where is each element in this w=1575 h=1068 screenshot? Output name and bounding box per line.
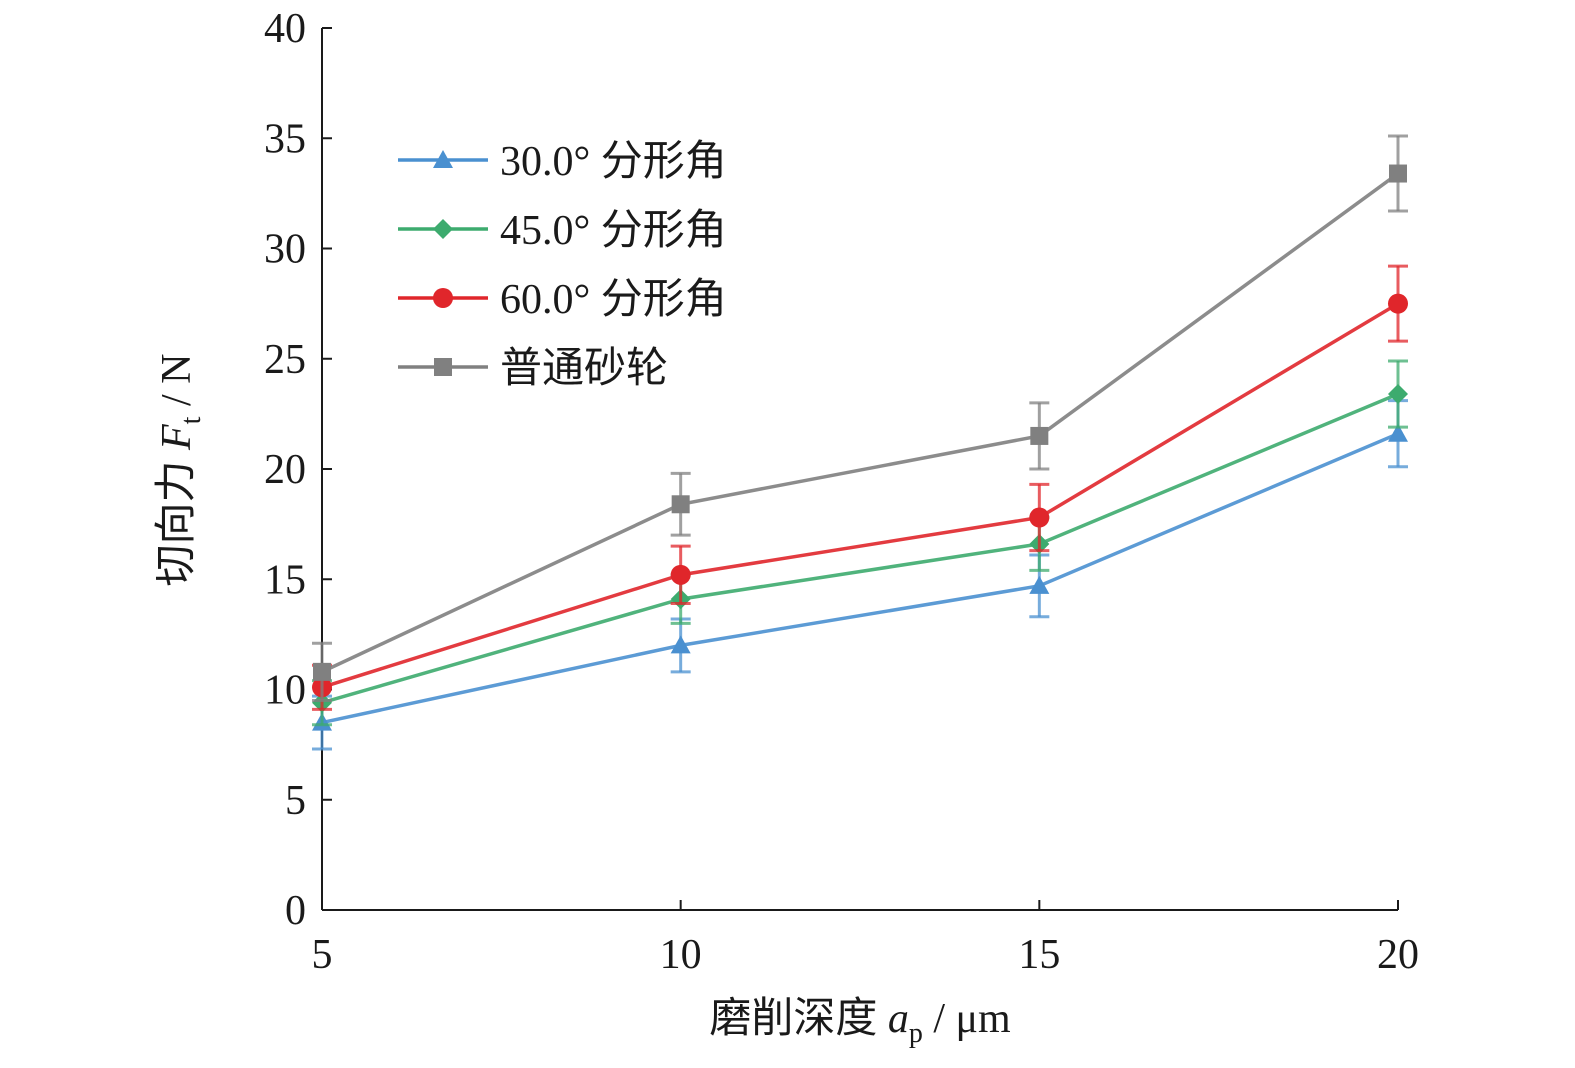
series-30deg [312, 399, 1408, 751]
legend-item-60deg: 60.0° 分形角 [398, 277, 727, 323]
data-point [1029, 507, 1050, 528]
x-tick-label: 5 [312, 932, 333, 978]
axis-titles: 磨削深度 ap / μm 切向力 Ft / N [154, 354, 1011, 1049]
series-line [321, 302, 1399, 689]
data-point [1388, 384, 1408, 405]
y-tick-label: 30 [264, 227, 306, 273]
series-45deg [312, 359, 1408, 727]
legend-label: 30.0° 分形角 [500, 139, 727, 185]
series-60deg [312, 264, 1408, 711]
y-axis-title: 切向力 Ft / N [154, 354, 207, 587]
legend-label: 60.0° 分形角 [500, 277, 727, 323]
x-axis-title-subscript: p [909, 1018, 923, 1049]
legend-marker [433, 288, 453, 308]
legend-label: 45.0° 分形角 [500, 208, 727, 254]
legend-label: 普通砂轮 [500, 346, 668, 392]
x-axis-title: 磨削深度 ap / μm [709, 996, 1011, 1049]
legend-marker [433, 219, 453, 239]
data-point [313, 662, 331, 681]
data-point [670, 635, 691, 654]
y-axis-title-symbol: F [154, 424, 200, 451]
y-axis-title-subscript: t [176, 416, 207, 424]
data-point [1030, 426, 1049, 445]
x-axis-title-symbol: a [888, 996, 909, 1042]
data-point [1388, 293, 1408, 314]
y-tick-label: 40 [264, 6, 306, 52]
y-tick-label: 10 [264, 668, 306, 714]
series-line [321, 392, 1399, 705]
legend-marker [434, 358, 452, 376]
legend-item-45deg: 45.0° 分形角 [398, 208, 727, 254]
y-tick-label: 5 [285, 778, 306, 824]
y-tick-label: 20 [264, 447, 306, 493]
y-tick-label: 25 [264, 337, 306, 383]
series-ordinary-wheel [312, 134, 1408, 703]
data-point [671, 495, 690, 514]
series-line [321, 432, 1399, 725]
legend-marker [433, 150, 453, 168]
y-axis-title-prefix: 切向力 [154, 450, 200, 587]
x-axis-title-suffix: / μm [923, 996, 1011, 1042]
series-line [321, 172, 1400, 674]
y-tick-label: 35 [264, 116, 306, 162]
x-axis-title-prefix: 磨削深度 [709, 996, 888, 1042]
data-point [1029, 575, 1050, 594]
x-tick-label: 20 [1377, 932, 1419, 978]
y-tick-label: 0 [285, 888, 306, 934]
y-tick-label: 15 [264, 557, 306, 603]
legend-item-30deg: 30.0° 分形角 [398, 139, 727, 185]
data-point [1388, 423, 1408, 442]
x-tick-label: 10 [660, 932, 702, 978]
series-layer [312, 134, 1408, 751]
y-axis-title-suffix: / N [154, 354, 200, 417]
data-point [1389, 164, 1407, 183]
data-point [670, 564, 691, 585]
legend-item-ordinary-wheel: 普通砂轮 [398, 346, 668, 392]
x-tick-label: 15 [1018, 932, 1060, 978]
